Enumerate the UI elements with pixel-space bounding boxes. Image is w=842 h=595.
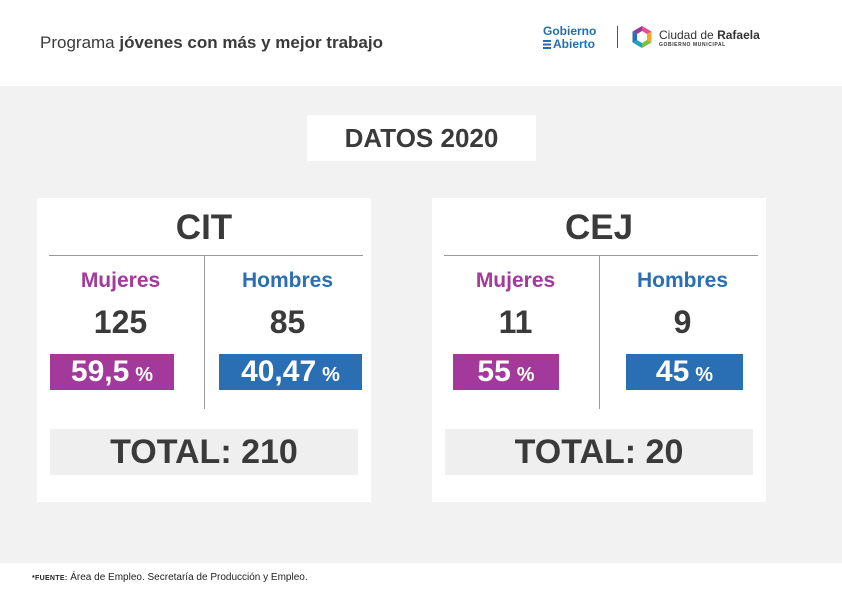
mujeres-count: 11 — [498, 304, 533, 340]
mujeres-percent: 55 — [477, 355, 511, 388]
title-program-name: jóvenes con más y mejor trabajo — [119, 33, 383, 52]
card-cit: CIT Mujeres 125 Hombres 85 59,5 % 40,47 … — [37, 198, 371, 502]
header: Programa jóvenes con más y mejor trabajo… — [0, 0, 842, 86]
datos-heading: DATOS 2020 — [307, 115, 536, 161]
logo-rafaela-label: Rafaela — [717, 28, 760, 42]
gobierno-abierto-logo: Gobierno Abierto — [543, 25, 596, 51]
mujeres-column: Mujeres 11 — [432, 268, 599, 340]
hombres-count: 9 — [673, 304, 692, 340]
mujeres-count: 125 — [93, 304, 148, 340]
total-box: TOTAL: 210 — [50, 429, 358, 475]
percent-symbol: % — [322, 364, 340, 386]
divider-horizontal — [49, 255, 363, 256]
logo-gobierno-municipal: GOBIERNO MUNICIPAL — [659, 42, 726, 48]
page-title: Programa jóvenes con más y mejor trabajo — [40, 33, 383, 53]
mujeres-label: Mujeres — [80, 269, 161, 292]
percent-symbol: % — [695, 364, 714, 386]
divider-horizontal — [444, 255, 758, 256]
percent-symbol: % — [516, 364, 535, 386]
main-panel: DATOS 2020 CIT Mujeres 125 Hombres 85 59… — [0, 86, 842, 563]
title-prefix: Programa — [40, 33, 115, 52]
hombres-percent-badge: 45 % — [626, 354, 743, 390]
logo-gobierno-text: Gobierno — [543, 24, 597, 38]
hombres-column: Hombres 9 — [599, 268, 766, 340]
mujeres-label: Mujeres — [475, 269, 556, 292]
divider-vertical — [204, 255, 205, 409]
mujeres-percent-badge: 59,5 % — [50, 354, 174, 390]
hombres-percent: 40,47 — [241, 355, 317, 388]
logo-divider — [617, 26, 618, 48]
hombres-label: Hombres — [241, 269, 334, 292]
hombres-column: Hombres 85 — [204, 268, 371, 340]
logo-ciudad-label: Ciudad de — [659, 28, 714, 42]
ciudad-rafaela-logo-icon — [632, 26, 652, 48]
divider-vertical — [599, 255, 600, 409]
hombres-percent-badge: 40,47 % — [219, 354, 362, 390]
source-footnote: *FUENTE: Área de Empleo. Secretaría de P… — [32, 572, 308, 583]
mujeres-percent: 59,5 — [70, 355, 130, 388]
logo-ciudad-text: Ciudad de Rafaela — [659, 29, 760, 42]
open-bars-icon — [543, 40, 551, 49]
card-cej: CEJ Mujeres 11 Hombres 9 55 % 45 % TOTAL… — [432, 198, 766, 502]
percent-symbol: % — [135, 364, 154, 386]
card-title: CIT — [175, 208, 233, 247]
footnote-label: *FUENTE: — [32, 575, 68, 582]
footnote-text: Área de Empleo. Secretaría de Producción… — [70, 572, 308, 583]
mujeres-column: Mujeres 125 — [37, 268, 204, 340]
card-title: CEJ — [564, 208, 634, 247]
total-box: TOTAL: 20 — [445, 429, 753, 475]
mujeres-percent-badge: 55 % — [453, 354, 559, 390]
hombres-count: 85 — [269, 304, 306, 340]
logo-abierto-text: Abierto — [553, 37, 595, 51]
hombres-percent: 45 — [655, 355, 690, 388]
hombres-label: Hombres — [636, 269, 729, 292]
